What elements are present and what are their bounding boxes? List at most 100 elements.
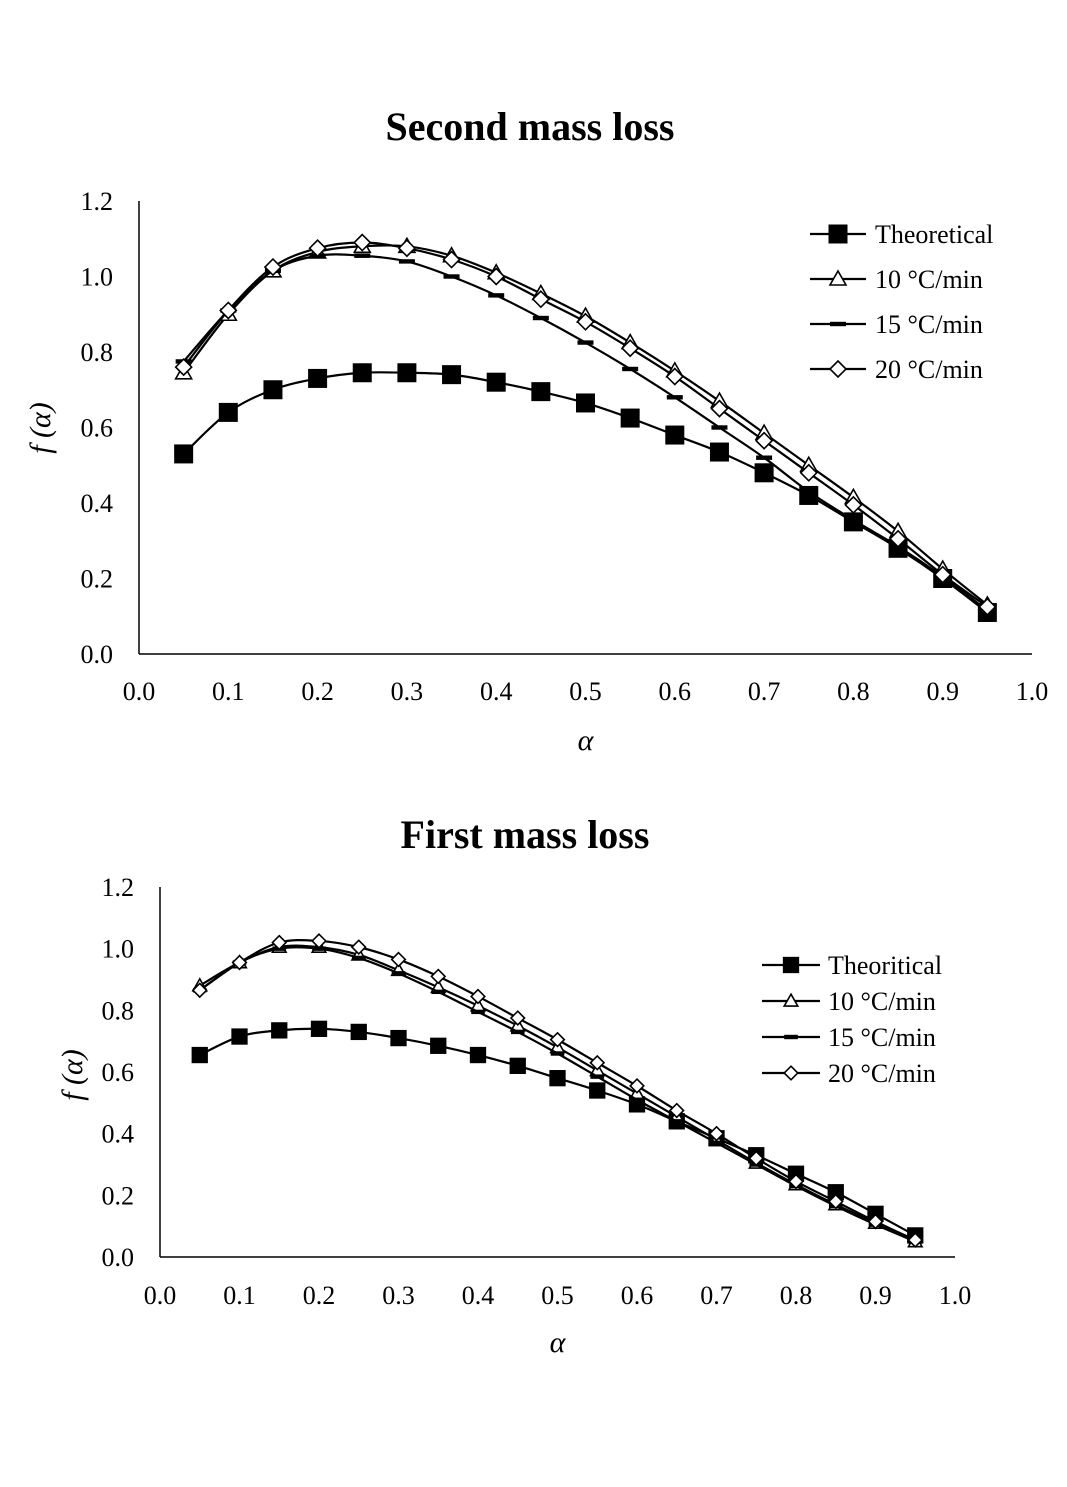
data-point [531, 382, 551, 402]
legend-marker [782, 956, 800, 974]
data-point [711, 425, 728, 430]
y-tick-label: 0.6 [102, 1058, 135, 1087]
legend-label: 15 °C/min [828, 1023, 936, 1052]
data-point [888, 529, 908, 548]
data-point [845, 517, 862, 523]
data-point [669, 1119, 684, 1124]
data-point [577, 340, 594, 345]
data-point [469, 1046, 487, 1064]
chart-title: First mass loss [401, 812, 650, 857]
x-tick-label: 0.7 [748, 677, 781, 706]
data-point [933, 565, 952, 584]
series-line [199, 938, 916, 1242]
series-line [182, 244, 989, 606]
data-point [510, 1029, 525, 1035]
data-point [576, 312, 595, 331]
data-point [390, 951, 407, 968]
data-point [352, 363, 372, 383]
data-point [486, 372, 506, 392]
data-point [509, 1010, 526, 1026]
series-20-c-min [191, 933, 924, 1248]
data-point [620, 408, 640, 428]
data-point [430, 968, 447, 985]
series-10-c-min [174, 236, 997, 612]
legend: Theoretical 10 °C/min 15 °C/min 20 °C/min [810, 220, 993, 384]
y-tick-label: 0.4 [81, 489, 114, 518]
x-tick-label: 0.7 [700, 1281, 733, 1310]
data-point [350, 939, 367, 956]
legend-label: Theoretical [875, 220, 993, 249]
x-tick-label: 0.9 [859, 1281, 892, 1310]
legend-marker [828, 224, 848, 244]
data-point [907, 1232, 924, 1248]
legend-marker [828, 269, 848, 286]
chart-title: Second mass loss [386, 104, 675, 149]
x-tick-label: 0.3 [382, 1281, 415, 1310]
x-tick-label: 1.0 [939, 1281, 972, 1310]
y-axis-label: f (α) [56, 1049, 89, 1101]
data-point [666, 395, 683, 400]
series-theoretical [174, 363, 997, 622]
legend-label: 20 °C/min [828, 1059, 936, 1088]
data-point [827, 1193, 844, 1210]
series-20-c-min [174, 233, 997, 616]
data-point [709, 442, 729, 462]
x-tick-label: 0.1 [212, 677, 245, 706]
data-point [271, 934, 288, 951]
legend-marker [828, 359, 848, 379]
legend-label: Theoritical [828, 951, 942, 980]
data-point [442, 250, 461, 269]
x-tick-label: 0.1 [223, 1281, 256, 1310]
data-point [470, 988, 486, 1005]
data-point [622, 366, 639, 372]
data-point [397, 363, 417, 383]
data-point [710, 399, 729, 418]
x-tick-label: 1.0 [1016, 677, 1049, 706]
data-point [231, 954, 248, 971]
data-point [576, 393, 595, 413]
data-point [218, 402, 238, 422]
data-point [191, 982, 208, 999]
data-point [391, 971, 406, 976]
legend-item: 15 °C/min [762, 1023, 936, 1052]
x-tick-label: 0.6 [621, 1281, 654, 1310]
data-point [231, 1028, 248, 1045]
data-point [867, 1213, 884, 1230]
data-point [263, 257, 283, 277]
data-point [532, 315, 549, 321]
y-tick-label: 0.8 [102, 996, 135, 1025]
data-point [487, 267, 506, 286]
data-point [621, 339, 640, 358]
data-point [431, 989, 446, 995]
data-point [708, 1125, 725, 1142]
legend-item: 10 °C/min [762, 987, 936, 1016]
legend-item: 15 °C/min [810, 310, 983, 339]
legend-label: 10 °C/min [828, 987, 936, 1016]
data-point [788, 1173, 804, 1190]
legend-label: 20 °C/min [875, 355, 983, 384]
chart-second-mass-loss: Second mass loss 0.0 0.1 0.2 0.3 0.4 0.5 0.6 0.7… [24, 104, 1048, 757]
x-tick-label: 0.4 [462, 1281, 495, 1310]
x-tick-label: 0.5 [541, 1281, 574, 1310]
data-point [549, 1070, 566, 1087]
data-point [590, 1074, 605, 1079]
y-tick-label: 0.0 [81, 640, 114, 669]
y-tick-label: 1.2 [81, 187, 114, 216]
data-point [308, 368, 328, 388]
data-point [398, 259, 415, 264]
data-point [754, 463, 774, 483]
legend-marker [782, 992, 800, 1007]
data-point [748, 1150, 765, 1167]
data-point [443, 274, 460, 279]
data-point [354, 253, 371, 258]
y-tick-label: 0.6 [81, 414, 114, 443]
y-tick-label: 0.2 [102, 1181, 135, 1210]
x-tick-label: 0.2 [303, 1281, 336, 1310]
y-tick-label: 1.0 [102, 935, 135, 964]
data-point [219, 301, 238, 320]
data-point [350, 1023, 367, 1041]
x-tick-label: 0.2 [301, 677, 334, 706]
data-point [799, 463, 818, 482]
data-point [353, 233, 372, 252]
series-line [199, 1027, 916, 1237]
